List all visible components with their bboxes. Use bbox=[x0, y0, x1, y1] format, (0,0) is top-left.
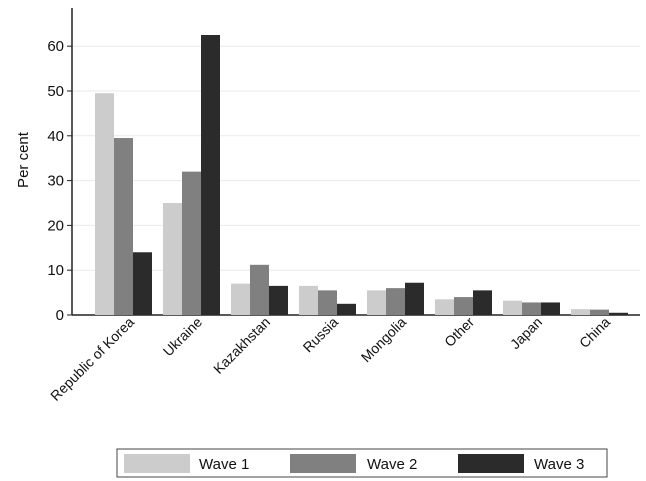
bar-wave-1-ukraine bbox=[163, 203, 182, 315]
category-label-china: China bbox=[576, 314, 613, 351]
bar-wave-1-mongolia bbox=[367, 290, 386, 315]
y-tick-label: 20 bbox=[47, 217, 64, 234]
bar-wave-1-kazakhstan bbox=[231, 283, 250, 315]
bar-wave-2-russia bbox=[318, 290, 337, 315]
bar-wave-1-russia bbox=[299, 285, 318, 315]
bars bbox=[95, 35, 628, 316]
bar-wave-2-japan bbox=[522, 302, 541, 315]
bar-wave-3-other bbox=[473, 290, 492, 315]
bar-wave-3-russia bbox=[337, 303, 356, 315]
bar-wave-1-china bbox=[571, 309, 590, 315]
bar-wave-1-other bbox=[435, 299, 454, 315]
gridlines bbox=[72, 45, 640, 316]
bar-wave-1-japan bbox=[503, 300, 522, 315]
legend: Wave 1 Wave 2 Wave 3 bbox=[116, 448, 608, 478]
y-tick-label: 30 bbox=[47, 173, 64, 190]
y-tick-label: 50 bbox=[47, 83, 64, 100]
y-axis-label: Per cent bbox=[15, 131, 32, 188]
category-label-republic-of-korea: Republic of Korea bbox=[47, 314, 137, 404]
bar-wave-2-republic-of-korea bbox=[114, 138, 133, 315]
bar-wave-3-china bbox=[609, 312, 628, 315]
y-tick-label: 60 bbox=[47, 38, 64, 55]
legend-box bbox=[116, 448, 608, 478]
bar-wave-3-mongolia bbox=[405, 282, 424, 315]
y-tick-labels: 0 10 20 30 40 50 60 bbox=[47, 38, 64, 324]
bar-wave-1-republic-of-korea bbox=[95, 93, 114, 316]
category-label-russia: Russia bbox=[300, 314, 342, 356]
bar-wave-3-japan bbox=[541, 302, 560, 315]
bar-wave-2-kazakhstan bbox=[250, 264, 269, 315]
bar-wave-2-china bbox=[590, 309, 609, 315]
bar-wave-3-kazakhstan bbox=[269, 285, 288, 315]
category-label-mongolia: Mongolia bbox=[358, 314, 410, 366]
legend-label-wave-1: Wave 1 bbox=[199, 456, 249, 473]
bar-wave-2-ukraine bbox=[182, 171, 201, 315]
legend-swatch-wave-2 bbox=[290, 454, 356, 473]
legend-swatch-wave-3 bbox=[458, 454, 524, 473]
axes bbox=[67, 8, 73, 316]
y-tick-label: 10 bbox=[47, 262, 64, 279]
x-category-labels: Republic of Korea Ukraine Kazakhstan Russia… bbox=[47, 314, 613, 404]
bar-wave-2-other bbox=[454, 297, 473, 315]
category-label-ukraine: Ukraine bbox=[160, 314, 206, 360]
bar-wave-3-ukraine bbox=[201, 35, 220, 315]
y-tick-label: 0 bbox=[56, 307, 64, 324]
category-label-japan: Japan bbox=[507, 314, 545, 352]
category-label-other: Other bbox=[441, 314, 477, 350]
legend-swatch-wave-1 bbox=[124, 454, 190, 473]
legend-label-wave-2: Wave 2 bbox=[367, 456, 417, 473]
category-label-kazakhstan: Kazakhstan bbox=[210, 314, 273, 377]
bar-wave-3-republic-of-korea bbox=[133, 252, 152, 315]
y-tick-label: 40 bbox=[47, 128, 64, 145]
legend-label-wave-3: Wave 3 bbox=[534, 456, 584, 473]
bar-wave-2-mongolia bbox=[386, 288, 405, 315]
